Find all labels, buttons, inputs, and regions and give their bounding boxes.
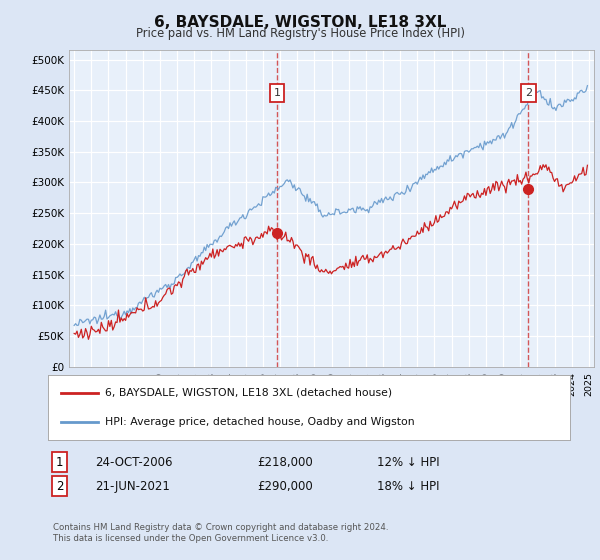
Text: 2: 2 bbox=[525, 88, 532, 98]
Text: 1: 1 bbox=[56, 456, 63, 469]
Text: 2: 2 bbox=[56, 479, 63, 493]
Text: 6, BAYSDALE, WIGSTON, LE18 3XL (detached house): 6, BAYSDALE, WIGSTON, LE18 3XL (detached… bbox=[106, 388, 392, 398]
Text: Price paid vs. HM Land Registry's House Price Index (HPI): Price paid vs. HM Land Registry's House … bbox=[136, 27, 464, 40]
Text: 1: 1 bbox=[274, 88, 280, 98]
Text: £218,000: £218,000 bbox=[257, 456, 313, 469]
Text: HPI: Average price, detached house, Oadby and Wigston: HPI: Average price, detached house, Oadb… bbox=[106, 417, 415, 427]
Text: 18% ↓ HPI: 18% ↓ HPI bbox=[377, 479, 439, 493]
Text: 6, BAYSDALE, WIGSTON, LE18 3XL: 6, BAYSDALE, WIGSTON, LE18 3XL bbox=[154, 15, 446, 30]
Text: 21-JUN-2021: 21-JUN-2021 bbox=[95, 479, 170, 493]
Text: 24-OCT-2006: 24-OCT-2006 bbox=[95, 456, 172, 469]
Text: Contains HM Land Registry data © Crown copyright and database right 2024.
This d: Contains HM Land Registry data © Crown c… bbox=[53, 523, 389, 543]
Text: £290,000: £290,000 bbox=[257, 479, 313, 493]
Text: 12% ↓ HPI: 12% ↓ HPI bbox=[377, 456, 439, 469]
